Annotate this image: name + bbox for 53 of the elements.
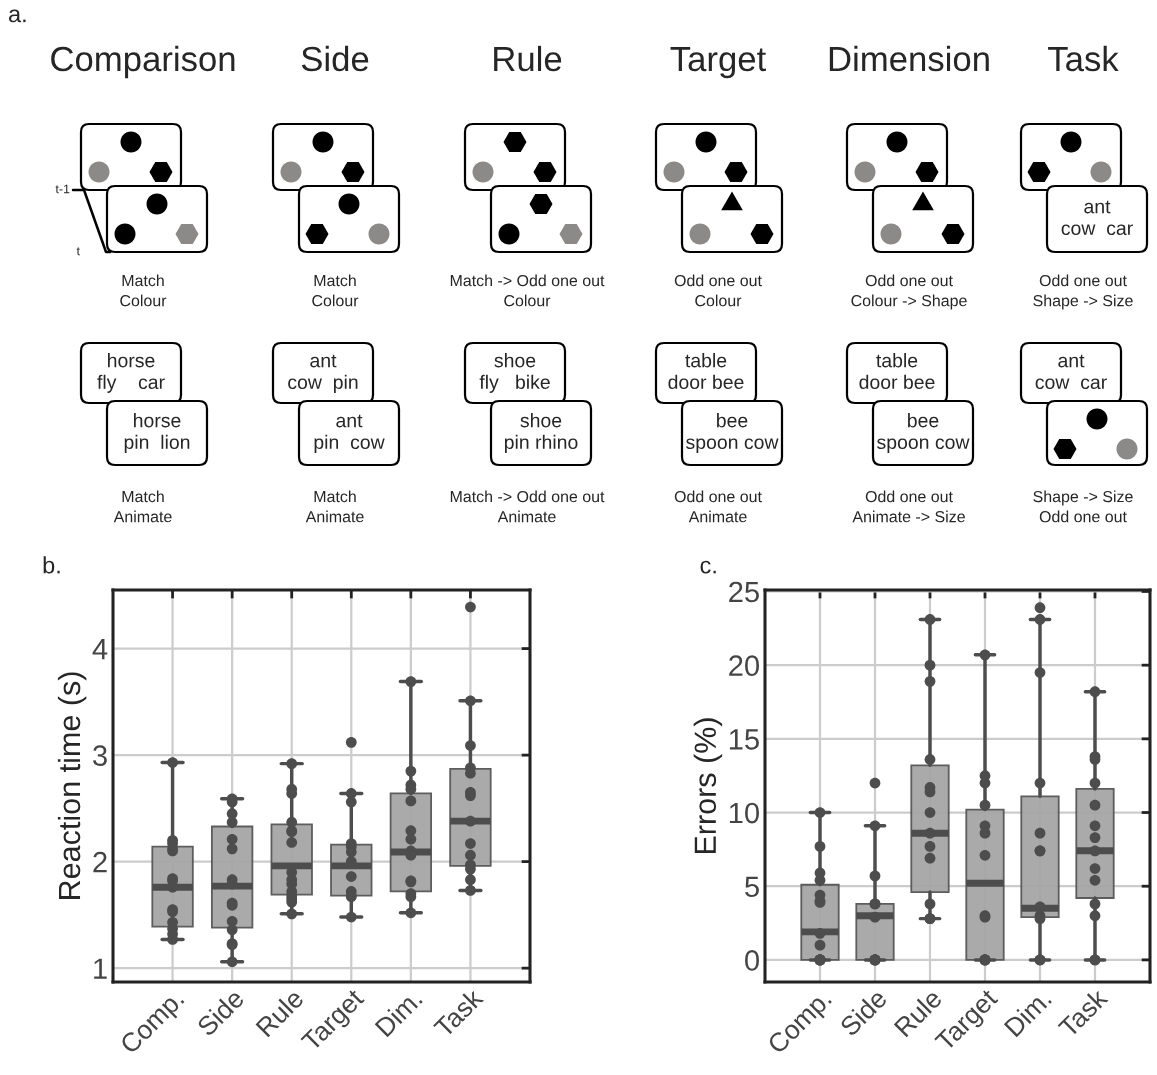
text: Odd one out Colour -> Shape	[851, 274, 967, 310]
y-tick-label: 3	[93, 745, 107, 766]
y-tick-label: 4	[92, 639, 108, 660]
text: Shape -> Size Odd one out	[1033, 490, 1133, 523]
text: Comparison	[51, 45, 235, 79]
text: ant cow car	[1035, 354, 1107, 390]
text: ant cow pin	[288, 354, 358, 393]
text: Odd one out Colour	[674, 274, 762, 307]
text: bee spoon cow	[877, 413, 970, 453]
y-tick-label: 0	[745, 950, 759, 971]
text: table door bee	[668, 353, 744, 390]
y-tick-label: 20	[729, 655, 759, 677]
text: Dimension	[829, 45, 989, 72]
text: Task	[1048, 45, 1119, 72]
text: Side	[301, 45, 369, 72]
text: ant pin cow	[314, 414, 385, 453]
text: shoe pin rhino	[504, 413, 578, 453]
x-tick-label: Side	[195, 987, 246, 1038]
text: Rule	[494, 45, 562, 72]
text: t-1	[55, 184, 70, 194]
y-axis-title: Reaction time (s)	[57, 672, 87, 899]
text: shoe fly bike	[479, 353, 550, 393]
x-tick-label: Task	[432, 986, 485, 1039]
text: Match -> Odd one out Colour	[450, 274, 605, 307]
x-tick-label: Dim.	[1003, 988, 1052, 1038]
text: Target	[670, 47, 766, 79]
text: Match Animate	[113, 490, 172, 523]
text: t	[76, 247, 80, 256]
text: Match -> Odd one out Animate	[450, 490, 605, 523]
y-tick-label: 5	[745, 876, 759, 898]
text: table door bee	[859, 353, 935, 390]
text: bee spoon cow	[686, 413, 779, 453]
text: a.	[9, 9, 26, 23]
chart-title: c.	[700, 560, 716, 574]
y-tick-label: 15	[729, 729, 759, 750]
chart-title: b.	[43, 556, 60, 574]
text: ant cow car	[1061, 200, 1133, 236]
text: Odd one out Animate	[674, 490, 762, 523]
y-tick-label: 2	[93, 851, 107, 873]
y-tick-label: 10	[729, 802, 759, 824]
text: Match Colour	[120, 274, 167, 307]
x-tick-label: Dim.	[374, 988, 423, 1038]
text: Odd one out Animate -> Size	[852, 490, 965, 523]
x-tick-label: Task	[1057, 986, 1109, 1039]
text: Match Animate	[305, 490, 364, 523]
y-axis-title: Errors (%)	[693, 718, 723, 854]
y-tick-label: 25	[729, 581, 759, 603]
text: Odd one out Shape -> Size	[1033, 274, 1133, 310]
y-tick-label: 1	[94, 958, 107, 979]
x-tick-label: Side	[838, 987, 888, 1038]
text: Match Colour	[312, 274, 359, 307]
text: horse pin lion	[124, 413, 190, 453]
text: horse fly car	[97, 353, 165, 393]
